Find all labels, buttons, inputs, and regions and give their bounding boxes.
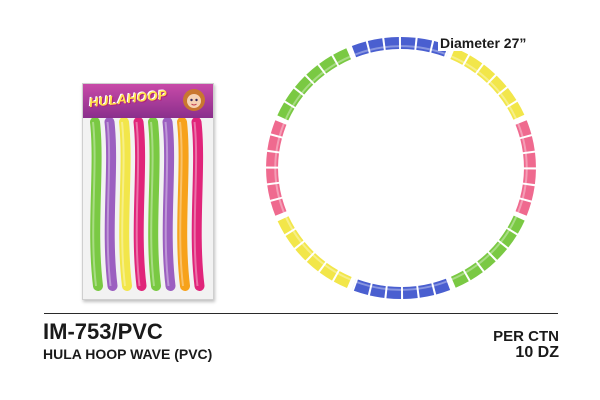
package-tube-highlight [150, 121, 155, 287]
hoop-segment-highlight [451, 55, 518, 120]
package-tube-highlight [106, 121, 112, 287]
model-code: IM-753/PVC [43, 319, 163, 344]
package-tube-highlight [135, 121, 141, 287]
package-tube [133, 118, 147, 291]
package-header: HULAHOOP [83, 84, 213, 118]
hula-hoop-photo [266, 37, 536, 299]
cartoon-girl-icon [183, 89, 205, 111]
hoop-segment-highlight [274, 123, 285, 213]
hoop-segment-highlight [284, 55, 351, 120]
hoop-segment-highlight [517, 123, 528, 213]
per-ctn-value: 10 DZ [515, 344, 559, 361]
hoop-segment [266, 120, 287, 216]
package-tube [162, 118, 176, 291]
package-tube [104, 118, 118, 291]
package-tube [148, 118, 161, 291]
hoop-segment [351, 278, 451, 299]
hoop-segment-highlight [451, 216, 518, 281]
package-tube-highlight [193, 121, 199, 287]
hoop-segment [277, 47, 352, 121]
package-tube-highlight [164, 121, 170, 287]
hoop-segment-highlight [354, 45, 448, 56]
hoop-segment [450, 47, 525, 121]
package-tube-highlight [121, 121, 126, 287]
hoop-segment [450, 215, 525, 289]
package-tube [191, 118, 205, 291]
product-description: HULA HOOP WAVE (PVC) [43, 346, 213, 362]
package-tube [119, 118, 132, 291]
hoop-segment [515, 120, 536, 216]
per-ctn-label: PER CTN [493, 328, 559, 345]
hoop-segment-highlight [284, 216, 351, 281]
hoop-segment-highlight [354, 280, 448, 291]
package-tube-highlight [179, 121, 184, 287]
package-tubes [90, 118, 205, 291]
package-tube [90, 118, 103, 291]
package-logo: HULAHOOP [88, 86, 168, 111]
package-photo: HULAHOOP [82, 83, 214, 300]
hoop-segment [277, 215, 352, 289]
diameter-label: Diameter 27” [438, 35, 529, 51]
package-tube-highlight [92, 121, 97, 287]
divider-line [44, 313, 558, 314]
package-tube [177, 118, 190, 291]
